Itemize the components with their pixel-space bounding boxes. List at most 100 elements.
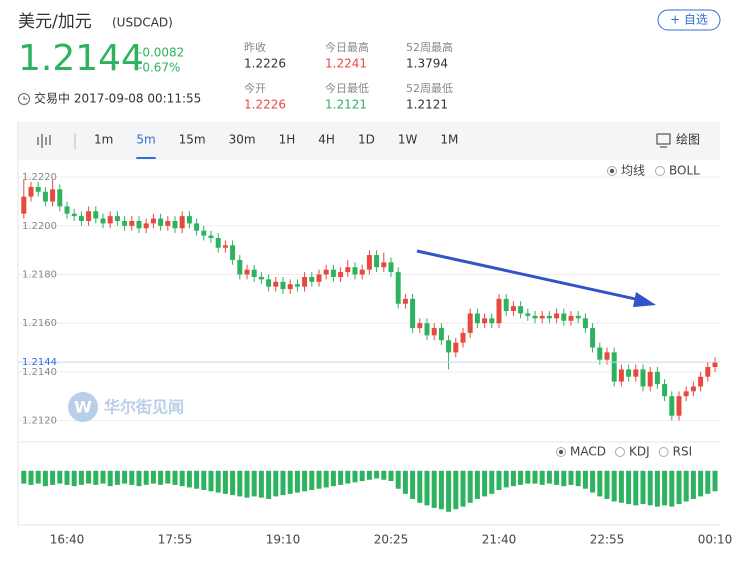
interval[interactable]: 1M	[440, 133, 458, 147]
candle-body	[359, 269, 365, 275]
interval[interactable]: 4H	[318, 133, 335, 147]
candle-body	[611, 352, 617, 382]
candle-body	[150, 218, 156, 224]
candle-body	[460, 332, 466, 343]
macd-bar	[546, 470, 552, 484]
interval[interactable]: 1H	[279, 133, 296, 147]
radio[interactable]	[614, 447, 625, 457]
macd-bar	[575, 470, 581, 487]
macd-bar	[467, 470, 473, 503]
candle-body	[64, 206, 70, 214]
macd-bar	[453, 470, 459, 510]
candle-body	[251, 269, 257, 277]
interval[interactable]: 1W	[398, 133, 418, 147]
legend-label[interactable]: 均线	[621, 164, 645, 178]
legend-label[interactable]: KDJ	[629, 445, 650, 459]
candle-body	[114, 216, 120, 221]
candle-body	[345, 267, 351, 273]
interval[interactable]: 1m	[94, 133, 113, 147]
candle-body	[100, 218, 106, 224]
candle-body	[474, 313, 480, 324]
draw-button[interactable]: 绘图	[676, 132, 700, 147]
radio[interactable]	[658, 447, 669, 457]
candle-body	[554, 313, 560, 319]
candle-body	[633, 369, 639, 377]
macd-bar	[633, 470, 639, 506]
macd-bar	[366, 470, 372, 480]
candle-body	[194, 223, 200, 231]
candle-body	[640, 369, 646, 387]
macd-bar	[525, 470, 531, 484]
candle-body	[438, 328, 444, 341]
candle-body	[546, 315, 552, 319]
macd-bar	[662, 470, 668, 506]
macd-bar	[230, 470, 236, 496]
watermark: 华尔街见闻	[104, 398, 184, 417]
candle-body	[273, 281, 279, 287]
candle-body	[374, 255, 380, 268]
interval[interactable]: 30m	[229, 133, 256, 147]
candle-body	[237, 259, 243, 275]
radio-dot[interactable]	[609, 168, 615, 174]
macd-bar	[640, 470, 646, 505]
macd-bar	[179, 470, 185, 487]
candle-body	[86, 211, 92, 221]
x-tick-label: 00:10	[698, 533, 733, 547]
chart-icon	[37, 134, 51, 148]
macd-bar	[280, 470, 286, 496]
macd-bar	[698, 470, 704, 497]
macd-bar	[86, 470, 92, 484]
stat-label: 今开	[244, 81, 266, 95]
candle-body	[568, 315, 574, 321]
interval[interactable]: 5m	[136, 133, 155, 147]
macd-bar	[287, 470, 293, 494]
candle-body	[258, 276, 264, 280]
candle-body	[330, 269, 336, 277]
macd-bar	[194, 470, 200, 489]
watch-button-label[interactable]: + 自选	[670, 13, 708, 27]
candle-body	[417, 323, 423, 329]
macd-bar	[345, 470, 351, 484]
watch-button[interactable]	[657, 9, 721, 31]
candle-body	[518, 306, 524, 314]
candle-body	[446, 340, 452, 353]
macd-bar	[618, 470, 624, 503]
macd-bar	[100, 470, 106, 484]
stat-value: 1.2226	[244, 57, 286, 71]
radio[interactable]	[655, 166, 666, 176]
macd-bar	[323, 470, 329, 488]
stat-value: 1.3794	[406, 57, 448, 71]
candle-body	[338, 272, 344, 277]
candle-body	[280, 281, 286, 290]
candle-body	[129, 220, 135, 226]
macd-bar	[424, 470, 430, 506]
macd-bar	[438, 470, 444, 510]
legend-label[interactable]: RSI	[673, 445, 693, 459]
candle-body	[323, 269, 329, 275]
candle-body	[158, 218, 164, 226]
legend-label[interactable]: MACD	[570, 445, 606, 459]
stat-label: 52周最高	[406, 40, 453, 54]
radio-dot[interactable]	[558, 449, 564, 455]
candle-body	[122, 220, 128, 226]
interval[interactable]: 1D	[358, 133, 375, 147]
macd-bar	[35, 470, 41, 484]
macd-bar	[539, 470, 545, 485]
macd-bar	[143, 470, 149, 485]
legend-label[interactable]: BOLL	[669, 164, 700, 178]
macd-bar	[402, 470, 408, 494]
candle-body	[410, 298, 416, 329]
candle-body	[424, 323, 430, 336]
macd-bar	[215, 470, 221, 493]
candle-body	[57, 189, 63, 207]
interval[interactable]: 15m	[179, 133, 206, 147]
candle-body	[381, 262, 387, 268]
status: 交易中 2017-09-08 00:11:55	[34, 91, 201, 106]
svg-text:W: W	[74, 398, 92, 417]
candle-body	[165, 220, 171, 226]
y-tick-label: 1.2160	[22, 318, 57, 329]
candle-body	[388, 262, 394, 273]
macd-bar	[690, 470, 696, 499]
candle-body	[136, 220, 142, 229]
